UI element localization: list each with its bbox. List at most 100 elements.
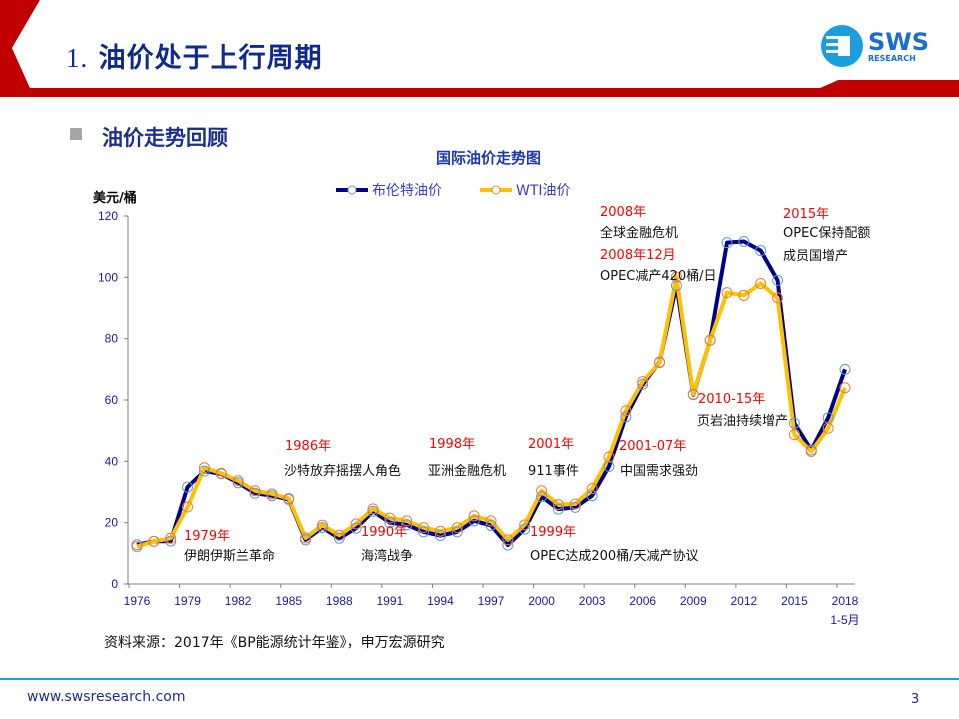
data-point-brent (418, 526, 430, 538)
annotation-text: OPEC达成200桶/天减产协议 (530, 549, 699, 564)
annotation-year: 2001-07年 (619, 439, 687, 454)
data-point-brent (670, 280, 682, 292)
data-point-wti (552, 499, 564, 511)
data-point-brent (721, 237, 733, 249)
data-point-brent (333, 532, 345, 544)
annotation-year: 1998年 (429, 437, 476, 452)
data-point-wti (586, 483, 598, 495)
data-point-wti (148, 535, 160, 547)
x-tick-label: 2015 (781, 594, 808, 608)
legend-wti: WTI油价 (480, 180, 571, 200)
data-point-wti (350, 518, 362, 530)
data-point-brent (755, 245, 767, 257)
data-point-brent (384, 517, 396, 529)
page-number: 3 (911, 692, 920, 707)
data-point-wti (316, 519, 328, 531)
data-point-brent (165, 535, 177, 547)
logo-icon (821, 25, 863, 67)
data-point-wti (468, 510, 480, 522)
data-point-brent (586, 490, 598, 502)
y-tick-label: 120 (98, 209, 118, 223)
section-title: 油价走势回顾 (102, 126, 228, 150)
x-tick-label: 2012 (731, 594, 758, 608)
header-banner (0, 0, 959, 97)
x-tick-label: 2009 (680, 594, 707, 608)
annotation-text: 海湾战争 (361, 549, 414, 564)
data-point-brent (502, 539, 514, 551)
annotation-year: 1990年 (361, 525, 408, 540)
data-point-wti (485, 515, 497, 527)
x-tick-label: 1985 (275, 594, 302, 608)
annotation-year: 2010-15年 (698, 392, 766, 407)
data-point-wti (418, 522, 430, 534)
annotation-year: 2008年12月 (600, 248, 676, 263)
data-point-wti (266, 488, 278, 500)
data-point-brent (772, 274, 784, 286)
sws-logo: SWS RESEARCH (820, 24, 929, 68)
x-tick-label: 1997 (478, 594, 505, 608)
data-point-wti (721, 287, 733, 299)
data-point-wti (772, 292, 784, 304)
x-tick-label: 2000 (528, 594, 555, 608)
data-point-brent (249, 487, 261, 499)
y-tick-label: 60 (105, 393, 119, 407)
data-point-wti (788, 429, 800, 441)
data-point-brent (350, 522, 362, 534)
annotation-year: 1986年 (285, 439, 332, 454)
bullet-square (70, 128, 82, 140)
data-point-brent (367, 505, 379, 517)
annotation-year: 2008年 (600, 205, 647, 220)
data-point-wti (131, 541, 143, 553)
y-tick-label: 100 (98, 270, 118, 284)
annotation-year: 1979年 (184, 529, 231, 544)
y-tick-label: 40 (105, 454, 119, 468)
data-point-wti (249, 485, 261, 497)
y-tick-label: 20 (105, 516, 119, 530)
annotation-year: 1999年 (530, 525, 577, 540)
data-point-wti (603, 451, 615, 463)
data-point-wti (839, 382, 851, 394)
data-point-brent (552, 503, 564, 515)
data-point-brent (198, 465, 210, 477)
data-point-brent (451, 526, 463, 538)
data-point-wti (401, 515, 413, 527)
website-link[interactable]: www.swsresearch.com (27, 689, 186, 705)
annotation-text: 全球金融危机 (600, 226, 679, 241)
data-point-wti (451, 522, 463, 534)
data-point-brent (569, 501, 581, 513)
data-point-brent (536, 491, 548, 503)
annotation-text: 页岩油持续增产 (697, 414, 789, 429)
footer-divider (0, 678, 959, 680)
data-point-wti (215, 467, 227, 479)
x-tick-label: 1994 (427, 594, 454, 608)
annotation-text: OPEC减产420桶/日 (600, 269, 717, 284)
data-point-brent (485, 519, 497, 531)
x-tick-label: 1982 (225, 594, 252, 608)
data-point-wti (569, 498, 581, 510)
data-point-wti (670, 271, 682, 283)
data-point-wti (738, 289, 750, 301)
x-tick-note: 1-5月 (830, 613, 859, 627)
data-point-wti (637, 376, 649, 388)
annotation-year: 2001年 (528, 437, 575, 452)
annotation-text: 成员国增产 (783, 249, 849, 264)
annotation-text: 911事件 (528, 464, 579, 479)
data-point-wti (536, 485, 548, 497)
data-point-brent (620, 411, 632, 423)
x-tick-label: 2006 (629, 594, 656, 608)
data-point-wti (283, 492, 295, 504)
data-point-wti (198, 462, 210, 474)
data-point-brent (637, 378, 649, 390)
data-point-wti (755, 277, 767, 289)
x-tick-label: 1976 (124, 594, 151, 608)
data-point-brent (401, 519, 413, 531)
x-tick-label: 1988 (326, 594, 353, 608)
data-point-wti (620, 405, 632, 417)
x-tick-label: 1979 (174, 594, 201, 608)
data-point-brent (738, 235, 750, 247)
data-point-wti (822, 422, 834, 434)
data-point-brent (182, 481, 194, 493)
x-tick-label: 1991 (377, 594, 404, 608)
annotation-text: 中国需求强劲 (620, 464, 699, 479)
data-point-wti (333, 529, 345, 541)
